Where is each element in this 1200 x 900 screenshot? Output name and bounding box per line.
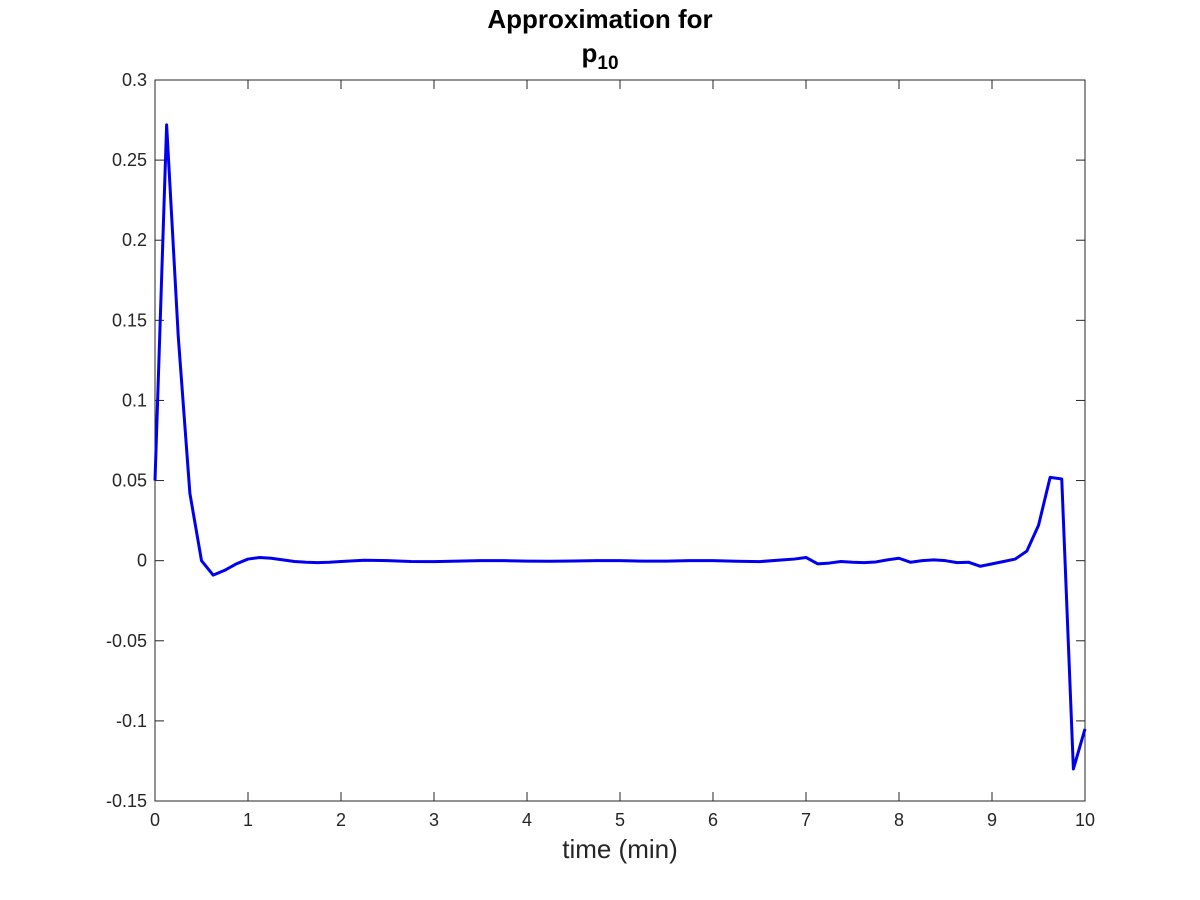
x-tick-label: 0: [150, 810, 160, 830]
y-tick-label: -0.15: [106, 791, 147, 811]
x-tick-label: 10: [1075, 810, 1095, 830]
y-tick-label: -0.05: [106, 631, 147, 651]
x-tick-label: 4: [522, 810, 532, 830]
x-tick-label: 2: [336, 810, 346, 830]
y-tick-label: -0.1: [116, 711, 147, 731]
y-tick-label: 0.15: [112, 310, 147, 330]
x-tick-label: 9: [987, 810, 997, 830]
y-tick-label: 0: [137, 551, 147, 571]
y-tick-label: 0.3: [122, 70, 147, 90]
axes: 0 1 2 3 4 5 6 7 8 9 10 -0.15 -0.1 -0.05 0 0.05 0.1 0.15 0.…: [106, 70, 1095, 830]
axes-box: [154, 79, 1086, 802]
y-tick-label: 0.25: [112, 150, 147, 170]
y-tick-label: 0.1: [122, 390, 147, 410]
series-layer: [153, 123, 1087, 771]
y-tick-label: 0.05: [112, 471, 147, 491]
x-tick-label: 3: [429, 810, 439, 830]
chart-title-variable-subscript: 10: [597, 53, 619, 74]
x-tick-label: 5: [615, 810, 625, 830]
y-tick-label: 0.2: [122, 230, 147, 250]
x-tick-label: 7: [801, 810, 811, 830]
x-tick-label: 1: [243, 810, 253, 830]
x-tick-label: 8: [894, 810, 904, 830]
x-tick-label: 6: [708, 810, 718, 830]
chart-title-variable: p10: [0, 38, 1200, 74]
chart-title: Approximation for: [487, 4, 713, 34]
chart-title-variable-base: p: [581, 38, 598, 68]
series-line: [153, 123, 1087, 771]
x-axis-label: time (min): [562, 834, 678, 864]
